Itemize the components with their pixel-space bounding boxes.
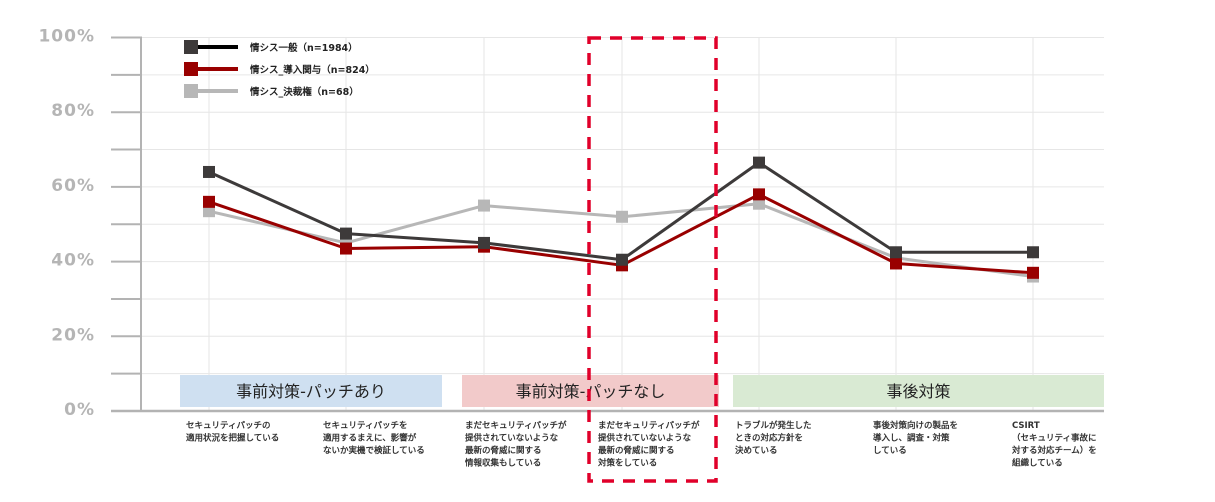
x-category-label: まだセキュリティパッチが提供されていないような最新の脅威に関する対策をしている <box>597 420 700 469</box>
x-category-label-line: セキュリティパッチを <box>323 420 408 431</box>
x-category-label-line: 提供されていないような <box>598 433 692 444</box>
x-category-label: セキュリティパッチを適用するまえに、影響がないか実機で検証している <box>323 420 425 456</box>
x-category-label: セキュリティパッチの適用状況を把握している <box>186 420 279 444</box>
x-category-label-line: 適用状況を把握している <box>186 433 279 444</box>
data-point-marker <box>478 236 490 249</box>
data-point-marker <box>753 156 765 169</box>
x-category-label-line: まだセキュリティパッチが <box>465 420 567 431</box>
x-category-label-line: （セキュリティ事故に <box>1012 433 1097 444</box>
data-point-marker <box>1027 246 1039 259</box>
axes <box>111 36 1104 413</box>
x-axis-category-labels: セキュリティパッチの適用状況を把握している セキュリティパッチを適用するまえに、影… <box>186 420 1097 469</box>
x-category-label-line: 最新の脅威に関する <box>598 445 675 456</box>
y-tick-label: 20% <box>51 325 95 345</box>
x-category-label-line: 決めている <box>735 445 778 456</box>
x-category-label-line: 組織している <box>1012 458 1063 469</box>
x-category-label-line: トラブルが発生した <box>735 420 812 431</box>
data-point-marker <box>616 210 628 223</box>
x-category-label-line: 最新の脅威に関する <box>465 445 542 456</box>
data-point-marker <box>203 205 215 218</box>
x-category-label-line: CSIRT <box>1012 421 1040 431</box>
x-category-label-line: ときの対応方針を <box>735 433 803 444</box>
x-category-label-line: 対策をしている <box>597 458 657 469</box>
data-point-marker <box>890 246 902 259</box>
data-point-marker <box>753 188 765 201</box>
group-band <box>180 375 442 407</box>
x-category-label-line: 対する対応チーム）を <box>1011 445 1097 456</box>
data-point-marker <box>478 199 490 212</box>
legend-marker <box>184 62 198 76</box>
y-tick-label: 40% <box>51 251 95 271</box>
x-category-label-line: 導入し、調査・対策 <box>873 433 950 444</box>
legend: 情シス一般（n=1984） 情シス_導入関与（n=824） 情シス_決裁権（n=68… <box>184 40 375 98</box>
x-category-label: 事後対策向けの製品を導入し、調査・対策している <box>873 420 958 456</box>
x-category-label-line: ないか実機で検証している <box>323 445 425 456</box>
dashed-highlight-rectangle <box>587 36 718 483</box>
data-series <box>203 156 1039 283</box>
legend-marker <box>184 40 198 54</box>
x-category-label-line: 適用するまえに、影響が <box>323 433 417 444</box>
data-point-marker <box>203 195 215 208</box>
highlight-annotation <box>587 36 718 483</box>
legend-label: 情シス一般（n=1984） <box>249 42 358 54</box>
group-band-label: 事後対策 <box>886 382 950 401</box>
data-point-marker <box>340 242 352 255</box>
gridlines <box>141 37 1104 411</box>
x-category-label-line: 情報収集もしている <box>464 458 541 469</box>
legend-label: 情シス_決裁権（n=68） <box>249 86 359 98</box>
category-group-bands: 事前対策-パッチあり 事前対策-パッチなし 事後対策 <box>180 375 1104 407</box>
legend-marker <box>184 84 198 98</box>
y-tick-label: 80% <box>51 101 95 121</box>
legend-label: 情シス_導入関与（n=824） <box>249 64 375 76</box>
x-category-label-line: 提供されていないような <box>465 433 559 444</box>
group-band-label: 事前対策-パッチあり <box>236 382 386 401</box>
x-category-label: まだセキュリティパッチが提供されていないような最新の脅威に関する情報収集もしてい… <box>464 420 567 469</box>
data-point-marker <box>1027 266 1039 279</box>
x-category-label-line: まだセキュリティパッチが <box>598 420 700 431</box>
x-category-label: CSIRT （セキュリティ事故に対する対応チーム）を組織している <box>1011 421 1097 469</box>
data-point-marker <box>203 165 215 178</box>
x-category-label-line: セキュリティパッチの <box>186 420 271 431</box>
data-point-marker <box>890 257 902 270</box>
x-category-label: トラブルが発生したときの対応方針を決めている <box>735 420 812 456</box>
y-tick-label: 0% <box>64 400 95 420</box>
y-tick-label: 60% <box>51 176 95 196</box>
data-point-marker <box>616 253 628 266</box>
y-axis-tick-labels: 0% 20% 40% 60% 80% 100% <box>38 27 95 421</box>
y-tick-label: 100% <box>38 27 95 47</box>
x-category-label-line: している <box>873 446 907 456</box>
data-point-marker <box>753 197 765 210</box>
data-point-marker <box>340 227 352 240</box>
group-band <box>733 375 1104 407</box>
x-category-label-line: 事後対策向けの製品を <box>873 420 958 431</box>
